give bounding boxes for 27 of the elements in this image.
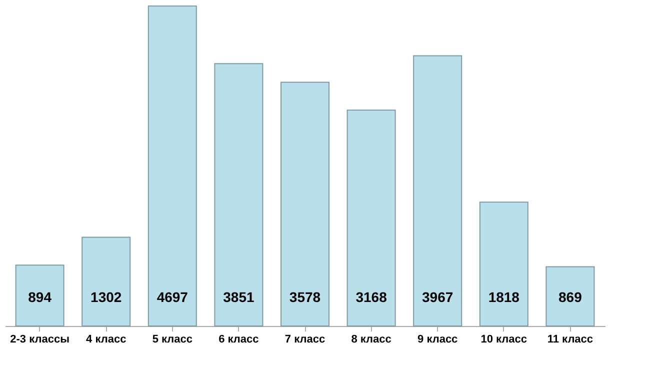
data-label: 3967 [422,289,454,305]
data-label: 1302 [90,289,122,305]
data-label: 4697 [156,289,188,305]
x-tick-label: 11 класс [547,334,594,346]
bar [82,236,131,326]
bar [479,202,528,326]
bar [15,264,64,326]
bar [546,266,595,326]
x-tick-label: 8 класс [351,334,392,346]
x-tick-label: 2-3 классы [10,334,70,346]
data-label: 1818 [488,289,520,305]
bar [214,63,264,326]
bar [413,55,462,326]
x-tick-label: 5 класс [152,334,192,346]
x-tick-label: 6 класс [218,334,259,346]
data-label: 3168 [356,289,388,305]
bar [346,110,396,326]
x-tick-label: 4 класс [86,334,126,346]
bar [280,82,330,326]
x-tick-label: 9 класс [418,334,458,346]
x-tick-label: 7 класс [284,334,326,346]
bar [148,6,197,326]
data-label: 3578 [289,289,321,305]
x-tick-label: 10 класс [480,334,528,346]
data-label: 894 [28,289,52,305]
data-label: 869 [558,289,582,305]
data-label: 3851 [223,289,254,305]
